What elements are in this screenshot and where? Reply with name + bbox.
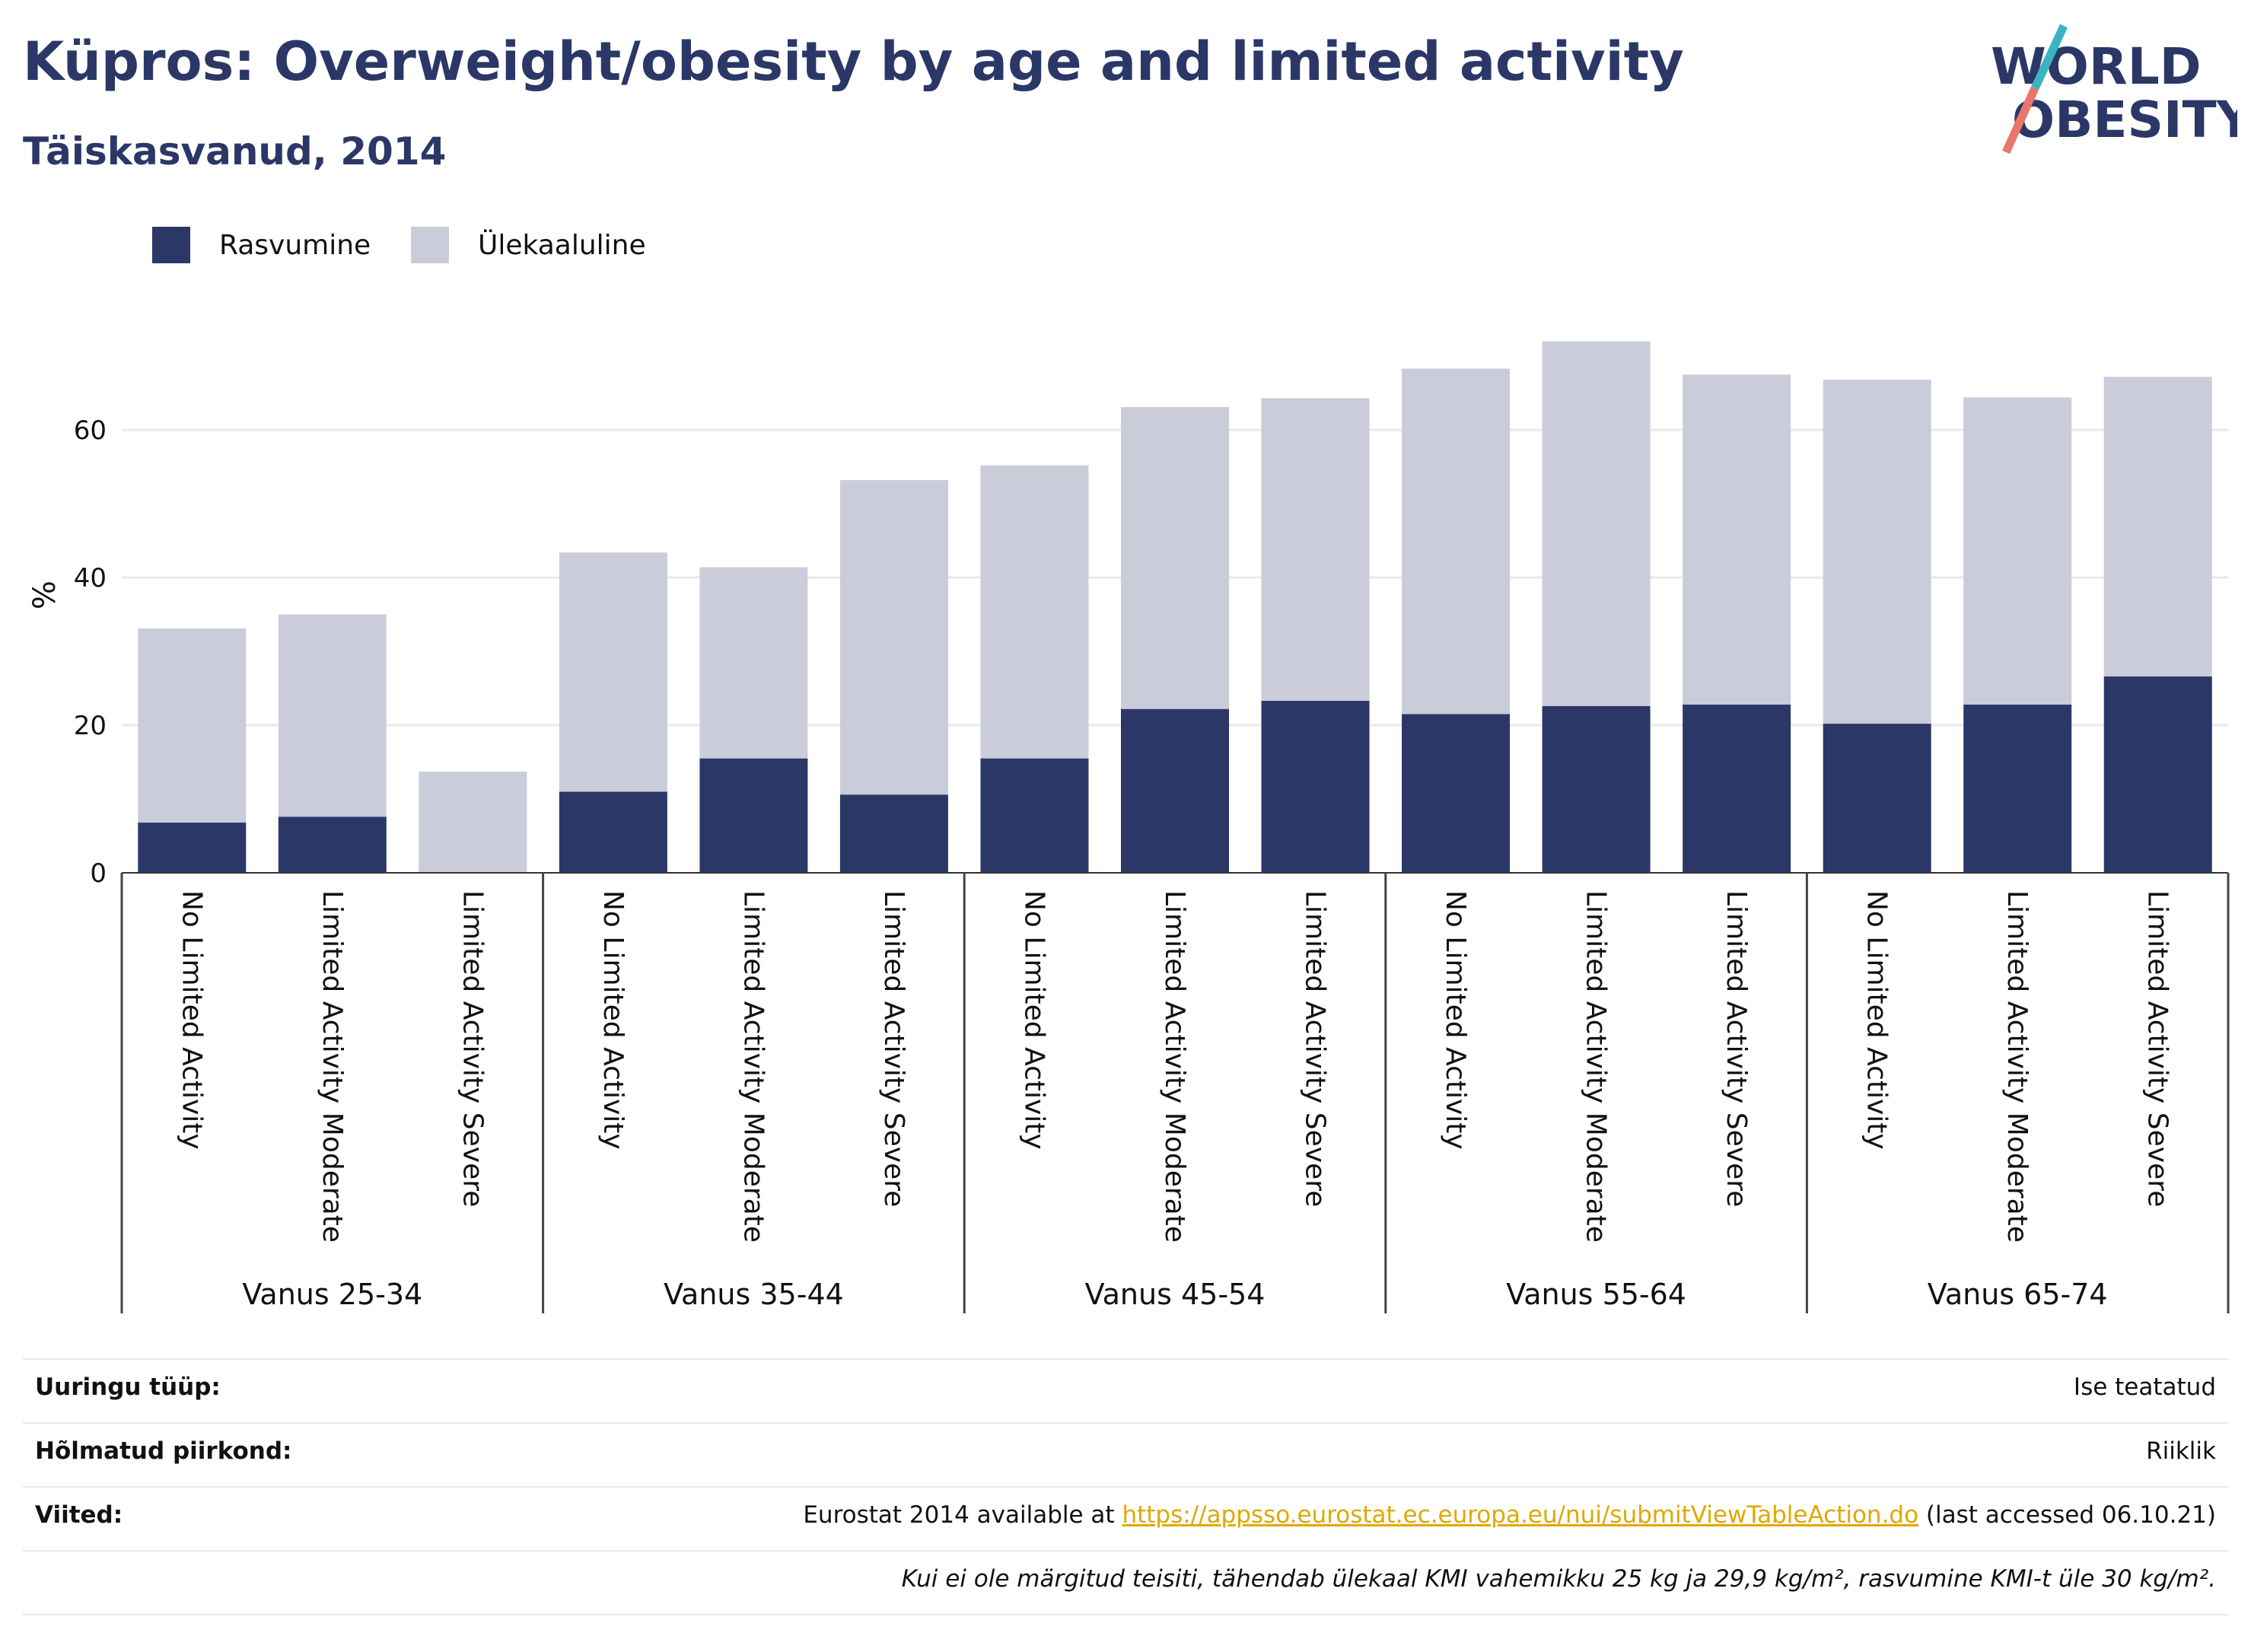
y-axis-label: % (27, 581, 62, 610)
x-tick-label: Limited Activity Moderate (317, 890, 348, 1243)
logo-text-obesity: OBESITY (2012, 91, 2237, 149)
definition-note: Kui ei ole märgitud teisiti, tähendab ül… (901, 1565, 2216, 1593)
x-tick-label: Limited Activity Moderate (1581, 890, 1612, 1243)
x-tick-label: Limited Activity Severe (2142, 890, 2173, 1207)
bar-ulekaaluline (1542, 341, 1651, 706)
bar-ulekaaluline (1683, 374, 1791, 705)
bar-ulekaaluline (1261, 398, 1370, 701)
x-tick-label: Limited Activity Severe (457, 890, 488, 1207)
bar-ulekaaluline (1402, 368, 1511, 715)
y-tick-label: 60 (74, 415, 107, 446)
bar-rasvumine (138, 823, 247, 873)
bar-ulekaaluline (138, 628, 247, 823)
info-value: Ise teatatud (2073, 1373, 2216, 1401)
x-tick-label: No Limited Activity (1861, 890, 1893, 1150)
info-value: Riiklik (2146, 1437, 2216, 1465)
bar-ulekaaluline (980, 465, 1089, 759)
legend-swatch-rasvumine (152, 227, 190, 263)
y-tick-label: 20 (74, 711, 107, 741)
info-row-region: Hõlmatud piirkond: Riiklik (23, 1422, 2228, 1486)
x-tick-label: No Limited Activity (597, 890, 629, 1150)
x-tick-label: Limited Activity Severe (878, 890, 909, 1207)
logo-slash-coral (2001, 86, 2039, 154)
stacked-bar-chart: 0 20 40 60% No Limited Activity Limited Activ… (27, 341, 2230, 1313)
info-label: Uuringu tüüp: (35, 1373, 221, 1401)
bar-ulekaaluline (559, 552, 667, 792)
x-tick-label: No Limited Activity (176, 890, 207, 1150)
group-label: Vanus 45-54 (1085, 1278, 1266, 1311)
x-tick-label: Limited Activity Moderate (737, 890, 769, 1243)
info-row-survey-type: Uuringu tüüp: Ise teatatud (23, 1358, 2228, 1422)
group-label: Vanus 25-34 (242, 1278, 422, 1311)
info-label: Hõlmatud piirkond: (35, 1437, 292, 1465)
bar-rasvumine (1261, 700, 1370, 873)
x-tick-label: No Limited Activity (1018, 890, 1049, 1150)
bar-rasvumine (699, 758, 808, 873)
x-tick-label: Limited Activity Moderate (1159, 890, 1190, 1243)
bar-ulekaaluline (419, 772, 527, 873)
legend-label-rasvumine: Rasvumine (219, 230, 371, 261)
chart-subtitle: Täiskasvanud, 2014 (23, 129, 447, 173)
bar-ulekaaluline (2103, 377, 2212, 676)
bar-rasvumine (980, 758, 1089, 873)
x-tick-label: Limited Activity Moderate (2001, 890, 2033, 1243)
reference-suffix: (last accessed 06.10.21) (1918, 1501, 2216, 1529)
legend-label-ulekaaluline: Ülekaaluline (478, 230, 646, 261)
bar-rasvumine (559, 791, 667, 873)
reference-prefix: Eurostat 2014 available at (803, 1501, 1122, 1529)
bar-ulekaaluline (699, 567, 808, 759)
bar-rasvumine (839, 794, 948, 873)
bar-ulekaaluline (1823, 380, 1931, 724)
info-label: Viited: (35, 1501, 123, 1529)
info-row-note: Kui ei ole märgitud teisiti, tähendab ül… (23, 1550, 2228, 1615)
info-table: Uuringu tüüp: Ise teatatud Hõlmatud piir… (23, 1358, 2228, 1615)
bar-ulekaaluline (839, 479, 948, 795)
y-tick-label: 40 (74, 563, 107, 594)
bar-rasvumine (1683, 704, 1791, 873)
group-label: Vanus 35-44 (664, 1278, 844, 1311)
bar-rasvumine (1823, 724, 1931, 873)
bar-ulekaaluline (278, 614, 387, 817)
bar-rasvumine (1402, 714, 1511, 873)
chart-title: Küpros: Overweight/obesity by age and li… (23, 30, 1684, 93)
bar-rasvumine (1542, 705, 1651, 873)
logo-slash-teal (2031, 24, 2068, 91)
legend-swatch-ulekaaluline (411, 227, 449, 263)
bar-rasvumine (278, 816, 387, 873)
x-tick-label: Limited Activity Severe (1300, 890, 1331, 1207)
info-row-references: Viited: Eurostat 2014 available at https… (23, 1486, 2228, 1550)
bar-ulekaaluline (1963, 397, 2072, 705)
bar-rasvumine (1963, 704, 2072, 873)
bar-rasvumine (1121, 708, 1229, 873)
bar-rasvumine (2103, 676, 2212, 873)
x-tick-label: No Limited Activity (1440, 890, 1471, 1150)
world-obesity-logo: WORLD OBESITY (1991, 24, 2237, 154)
logo-text-world: WORLD (1991, 37, 2202, 96)
y-tick-label: 0 (90, 858, 107, 889)
bar-ulekaaluline (1121, 406, 1229, 709)
group-label: Vanus 55-64 (1506, 1278, 1686, 1311)
x-tick-label: Limited Activity Severe (1721, 890, 1752, 1207)
group-label: Vanus 65-74 (1928, 1278, 2108, 1311)
reference-link[interactable]: https://appsso.eurostat.ec.europa.eu/nui… (1122, 1501, 1919, 1529)
info-value: Eurostat 2014 available at https://appss… (803, 1501, 2216, 1529)
